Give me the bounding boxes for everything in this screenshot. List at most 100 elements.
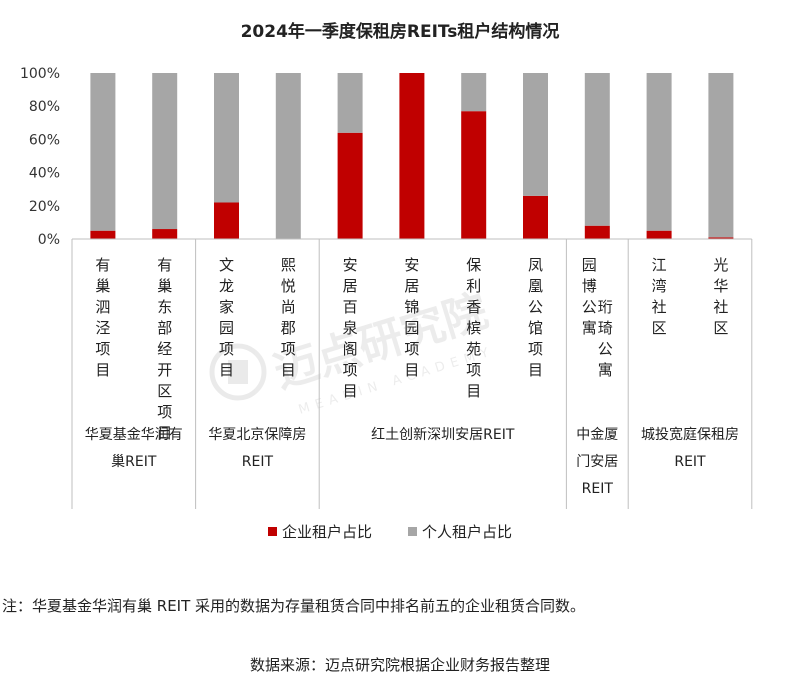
group-label-line: REIT bbox=[242, 454, 274, 470]
x-tick-char: 目 bbox=[95, 361, 110, 379]
x-tick-char: 目 bbox=[404, 361, 419, 379]
x-tick-char: 部 bbox=[157, 319, 172, 337]
x-tick-char: 珩 bbox=[598, 298, 613, 316]
y-tick-label: 80% bbox=[29, 99, 60, 115]
x-tick-char: 项 bbox=[281, 340, 296, 358]
x-tick-char: 公 bbox=[528, 298, 543, 316]
group-label: 华夏北京保障房 REIT bbox=[208, 427, 306, 470]
y-tick-label: 60% bbox=[29, 132, 60, 148]
x-tick-char: 区 bbox=[713, 319, 728, 337]
x-tick-char: 湾 bbox=[652, 277, 667, 295]
x-tick-char: 项 bbox=[528, 340, 543, 358]
x-tick-char: 家 bbox=[219, 298, 234, 316]
x-tick-char: 目 bbox=[281, 361, 296, 379]
bar-enterprise bbox=[399, 73, 425, 239]
bar-individual bbox=[708, 73, 734, 238]
x-tick-char: 公 bbox=[598, 340, 613, 358]
bar-individual bbox=[337, 73, 363, 133]
x-tick-char: 寓 bbox=[598, 361, 613, 379]
x-tick-char: 琦 bbox=[598, 319, 613, 337]
x-tick-char: 项 bbox=[343, 361, 358, 379]
x-tick-char: 馆 bbox=[528, 319, 543, 337]
group-label-line: 华夏基金华润有 bbox=[85, 426, 183, 443]
x-tick-char: 槟 bbox=[466, 319, 481, 337]
group-label-line: REIT bbox=[674, 454, 706, 470]
category-labels: 有巢泗泾项目有巢东部经开区项目文龙家园项目熙悦尚郡项目安居百泉阁项目安居锦园项目… bbox=[95, 256, 728, 442]
x-tick-char: 龙 bbox=[219, 277, 234, 295]
x-tick-char: 园 bbox=[582, 256, 597, 274]
bar-enterprise bbox=[337, 132, 363, 239]
y-tick-label: 20% bbox=[29, 199, 60, 215]
x-tick-char: 泉 bbox=[343, 319, 358, 337]
x-tick-char: 开 bbox=[157, 361, 172, 379]
x-tick-char: 泗 bbox=[95, 298, 110, 316]
x-tick-char: 项 bbox=[95, 340, 110, 358]
x-tick-char: 有 bbox=[157, 256, 172, 274]
x-tick-char: 目 bbox=[219, 361, 234, 379]
x-tick-char: 目 bbox=[343, 382, 358, 400]
x-tick-char: 凰 bbox=[528, 277, 543, 295]
x-tick-char: 博 bbox=[582, 277, 597, 295]
x-tick-char: 项 bbox=[404, 340, 419, 358]
legend-swatch bbox=[408, 527, 417, 536]
legend-label: 企业租户占比 bbox=[282, 523, 372, 541]
y-tick-label: 100% bbox=[20, 66, 60, 82]
group-label-line: 红土创新深圳安居REIT bbox=[371, 427, 515, 443]
x-tick-char: 园 bbox=[404, 319, 419, 337]
group-label: 城投宽庭保租房 REIT bbox=[641, 426, 739, 470]
y-axis: 100% 80% 60% 40% 20% 0% bbox=[20, 66, 60, 248]
x-tick-char: 区 bbox=[652, 319, 667, 337]
x-tick-char: 百 bbox=[343, 298, 358, 316]
x-tick-char: 苑 bbox=[466, 340, 481, 358]
x-tick-char: 悦 bbox=[281, 277, 296, 295]
group-label-line: 华夏北京保障房 bbox=[208, 427, 306, 443]
bar-enterprise bbox=[584, 225, 610, 239]
x-tick-char: 凤 bbox=[528, 256, 543, 274]
y-tick-label: 40% bbox=[29, 166, 60, 182]
bar-enterprise bbox=[646, 230, 672, 239]
group-label-line: 中金厦 bbox=[576, 427, 618, 443]
x-tick-char: 江 bbox=[652, 256, 667, 274]
x-tick-char: 文 bbox=[219, 256, 234, 274]
x-tick-char: 有 bbox=[95, 256, 110, 274]
x-tick-char: 寓 bbox=[582, 319, 597, 337]
watermark-logo-icon bbox=[209, 343, 267, 401]
x-tick-char: 阁 bbox=[343, 340, 358, 358]
x-tick-char: 居 bbox=[343, 277, 358, 295]
bar-enterprise bbox=[461, 111, 487, 239]
x-tick-char: 目 bbox=[466, 382, 481, 400]
x-tick-char: 巢 bbox=[157, 277, 172, 295]
legend-label: 个人租户占比 bbox=[422, 523, 512, 541]
bar-enterprise bbox=[708, 237, 734, 239]
x-tick-char: 尚 bbox=[281, 298, 296, 316]
chart-title: 2024年一季度保租房REITs租户结构情况 bbox=[241, 21, 560, 42]
category-grid bbox=[71, 238, 753, 509]
x-tick-char: 目 bbox=[157, 424, 172, 442]
bar-individual bbox=[584, 73, 610, 226]
bar-enterprise bbox=[90, 230, 116, 239]
bar-individual bbox=[214, 73, 239, 203]
x-tick-char: 居 bbox=[404, 277, 419, 295]
legend: 企业租户占比 个人租户占比 bbox=[268, 523, 512, 541]
bar-enterprise bbox=[214, 202, 239, 239]
x-tick-char: 园 bbox=[219, 319, 234, 337]
x-tick-char: 社 bbox=[652, 298, 667, 316]
x-tick-char: 社 bbox=[713, 298, 728, 316]
bar-individual bbox=[461, 73, 487, 112]
group-label-line: 城投宽庭保租房 bbox=[641, 426, 739, 443]
x-tick-char: 安 bbox=[343, 256, 358, 274]
x-tick-char: 公 bbox=[582, 298, 597, 316]
x-tick-char: 项 bbox=[466, 361, 481, 379]
x-tick-char: 经 bbox=[157, 340, 172, 358]
group-label-line: 门安居 bbox=[576, 454, 618, 470]
